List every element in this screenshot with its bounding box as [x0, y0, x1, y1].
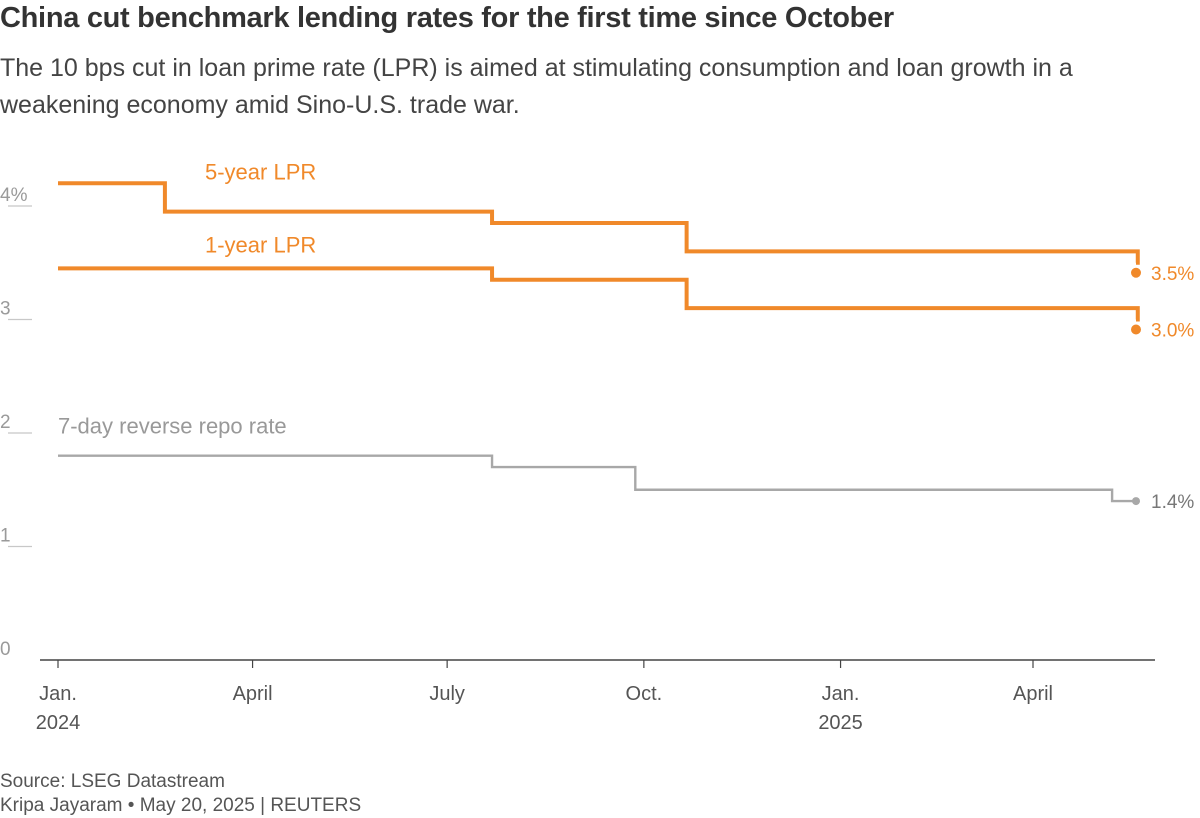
x-tick-label: Oct.	[626, 683, 663, 705]
series-name-label: 5-year LPR	[205, 159, 316, 184]
series-end-marker	[1131, 324, 1141, 335]
x-tick-year-label: 2024	[36, 712, 81, 734]
x-tick-label: April	[233, 683, 273, 705]
chart-title: China cut benchmark lending rates for th…	[0, 2, 894, 34]
series-end-label: 3.5%	[1151, 264, 1194, 285]
y-tick-label: 4%	[0, 185, 28, 206]
x-tick-label: Jan.	[822, 683, 860, 705]
series-name-label: 7-day reverse repo rate	[58, 414, 287, 439]
y-tick-label: 3	[0, 299, 11, 320]
series-line-2	[58, 266, 1140, 322]
chart-footer: Source: LSEG Datastream Kripa Jayaram • …	[0, 770, 361, 818]
source-note: Source: LSEG Datastream	[0, 771, 225, 792]
x-axis: Jan. 2024 April July Oct. Jan. 2025 April	[36, 659, 1155, 734]
x-tick-label: Jan.	[39, 683, 77, 705]
x-tick-label: July	[429, 683, 465, 705]
x-tick-year-label: 2025	[818, 712, 863, 734]
y-tick-label: 2	[0, 412, 11, 433]
series-line-3	[58, 454, 1138, 503]
series-name-label: 1-year LPR	[205, 232, 316, 257]
credit-line: Kripa Jayaram • May 20, 2025 | REUTERS	[0, 795, 362, 816]
series-line-1	[58, 181, 1140, 265]
x-tick-label: April	[1013, 683, 1053, 705]
series-end-label: 1.4%	[1151, 492, 1194, 513]
series-end-label: 3.0%	[1151, 321, 1194, 342]
series-lines: 3.5% 5-year LPR 3.0% 1-year LPR 1.4% 7-day re…	[58, 159, 1194, 513]
series-end-marker	[1131, 267, 1141, 278]
y-axis: 0 1 2 3 4%	[0, 185, 32, 660]
y-tick-label: 1	[0, 526, 11, 547]
y-tick-label: 0	[0, 639, 11, 660]
series-end-marker	[1132, 497, 1140, 506]
chart-subtitle: The 10 bps cut in loan prime rate (LPR) …	[0, 54, 1073, 119]
